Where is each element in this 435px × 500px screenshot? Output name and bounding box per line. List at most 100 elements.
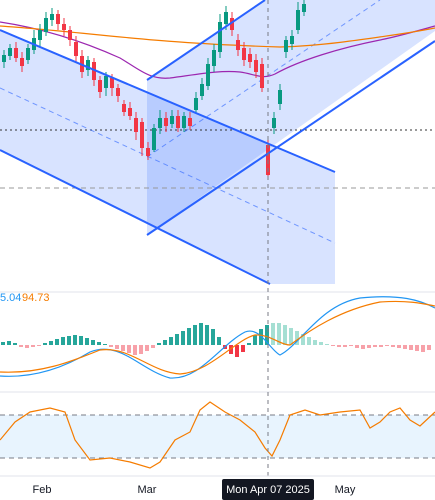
ma-line — [0, 25, 435, 48]
crosshair-label: Mon Apr 07 2025 — [226, 484, 310, 496]
histogram-bar — [133, 345, 137, 355]
signal-value: 94.73 — [22, 292, 50, 304]
histogram-bar — [199, 323, 203, 345]
histogram-bar — [301, 334, 305, 345]
histogram-bar — [283, 325, 287, 345]
candle-body — [182, 116, 186, 128]
histogram-bar — [175, 334, 179, 345]
histogram-bar — [331, 345, 335, 346]
channel-fill — [147, 0, 435, 235]
histogram-bar — [55, 339, 59, 345]
histogram-bar — [67, 336, 71, 345]
candle-body — [188, 118, 192, 126]
candle-body — [44, 18, 48, 32]
candle-body — [248, 54, 252, 62]
histogram-bar — [325, 344, 329, 345]
histogram-bar — [373, 345, 377, 347]
histogram-bar — [37, 345, 41, 346]
histogram-bar — [265, 325, 269, 345]
candle-body — [218, 22, 222, 52]
histogram-bar — [121, 345, 125, 351]
histogram-bar — [163, 340, 167, 345]
candle-body — [260, 64, 264, 88]
histogram-bar — [259, 329, 263, 345]
candle-body — [50, 14, 54, 20]
candle-body — [26, 48, 30, 60]
histogram-bar — [7, 341, 11, 345]
candle-body — [200, 84, 204, 96]
rsi-band — [0, 415, 435, 458]
histogram-bar — [271, 323, 275, 345]
time-label: Feb — [33, 484, 52, 496]
candle-body — [74, 42, 78, 56]
candle-body — [212, 50, 216, 66]
channel-fill — [0, 30, 335, 284]
histogram-bar — [43, 343, 47, 345]
crosshair-label-bg — [222, 479, 314, 500]
histogram-bar — [205, 325, 209, 345]
candle-body — [62, 24, 66, 30]
histogram-bar — [409, 345, 413, 350]
candle-body — [206, 64, 210, 86]
macd-value: 5.04 — [0, 292, 21, 304]
candle-body — [230, 18, 234, 30]
histogram-bar — [187, 328, 191, 345]
rsi-line — [0, 401, 435, 469]
candle-body — [20, 58, 24, 66]
candle-body — [2, 55, 6, 62]
candle-body — [224, 12, 228, 24]
histogram-bar — [115, 345, 119, 349]
histogram-bar — [193, 325, 197, 345]
histogram-bar — [253, 335, 257, 345]
candle-body — [302, 4, 306, 12]
ma-line — [0, 21, 435, 79]
histogram-bar — [277, 323, 281, 345]
histogram-bar — [127, 345, 131, 353]
candle-body — [242, 48, 246, 60]
histogram-bar — [355, 345, 359, 348]
histogram-bar — [145, 345, 149, 351]
channel-line — [146, 40, 435, 236]
candle-body — [110, 78, 114, 88]
histogram-bar — [367, 345, 371, 348]
candle-body — [290, 36, 294, 44]
candle-body — [98, 80, 102, 92]
channel-line — [0, 29, 336, 173]
histogram-bar — [391, 345, 395, 347]
histogram-bar — [337, 345, 341, 347]
candle-body — [194, 98, 198, 110]
candle-body — [296, 10, 300, 30]
histogram-bar — [103, 344, 107, 345]
candle-body — [152, 128, 156, 150]
channel-line — [0, 149, 271, 285]
histogram-bar — [307, 337, 311, 345]
histogram-bar — [49, 341, 53, 345]
candle-body — [56, 14, 60, 24]
histogram-bar — [79, 336, 83, 345]
candle-body — [170, 116, 174, 124]
histogram-bar — [19, 345, 23, 347]
candle-body — [122, 104, 126, 112]
histogram-bar — [379, 345, 383, 347]
histogram-bar — [109, 345, 113, 347]
histogram-bar — [427, 345, 431, 350]
histogram-bar — [139, 345, 143, 354]
candles — [2, 0, 306, 180]
histogram-bar — [385, 345, 389, 346]
time-label: Mar — [138, 484, 157, 496]
histogram-bar — [235, 345, 239, 357]
histogram-bar — [397, 345, 401, 348]
candle-body — [236, 40, 240, 50]
histogram-bar — [217, 337, 221, 345]
candle-body — [176, 116, 180, 128]
candle-body — [158, 118, 162, 128]
histogram-bar — [211, 329, 215, 345]
histogram-bar — [31, 345, 35, 347]
candle-body — [38, 30, 42, 40]
histogram-bar — [241, 345, 245, 352]
histogram-bar — [1, 342, 5, 345]
candle-body — [278, 90, 282, 104]
histogram-bar — [403, 345, 407, 349]
